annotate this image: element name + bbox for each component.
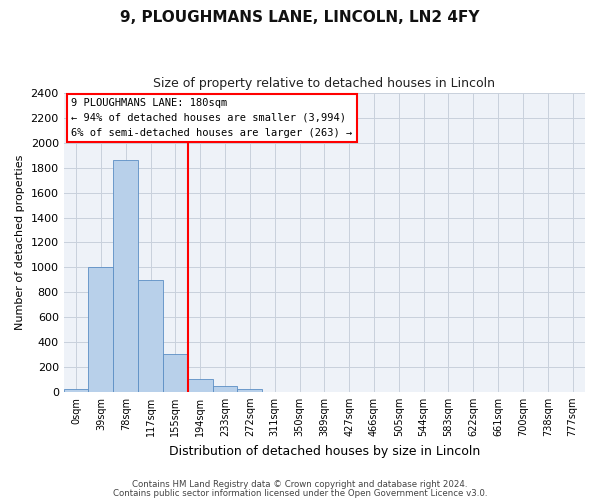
Bar [88, 266, 113, 392]
Title: Size of property relative to detached houses in Lincoln: Size of property relative to detached ho… [154, 78, 496, 90]
Text: Contains public sector information licensed under the Open Government Licence v3: Contains public sector information licen… [113, 489, 487, 498]
Text: Contains HM Land Registry data © Crown copyright and database right 2024.: Contains HM Land Registry data © Crown c… [132, 480, 468, 489]
Bar [238, 390, 262, 392]
Y-axis label: Number of detached properties: Number of detached properties [15, 154, 25, 330]
Bar [163, 354, 188, 392]
X-axis label: Distribution of detached houses by size in Lincoln: Distribution of detached houses by size … [169, 444, 480, 458]
Bar [64, 390, 88, 392]
Bar [138, 280, 163, 392]
Text: 9, PLOUGHMANS LANE, LINCOLN, LN2 4FY: 9, PLOUGHMANS LANE, LINCOLN, LN2 4FY [120, 10, 480, 25]
Bar [113, 160, 138, 392]
Bar [212, 386, 238, 392]
Text: 9 PLOUGHMANS LANE: 180sqm
← 94% of detached houses are smaller (3,994)
6% of sem: 9 PLOUGHMANS LANE: 180sqm ← 94% of detac… [71, 98, 352, 138]
Bar [188, 380, 212, 392]
